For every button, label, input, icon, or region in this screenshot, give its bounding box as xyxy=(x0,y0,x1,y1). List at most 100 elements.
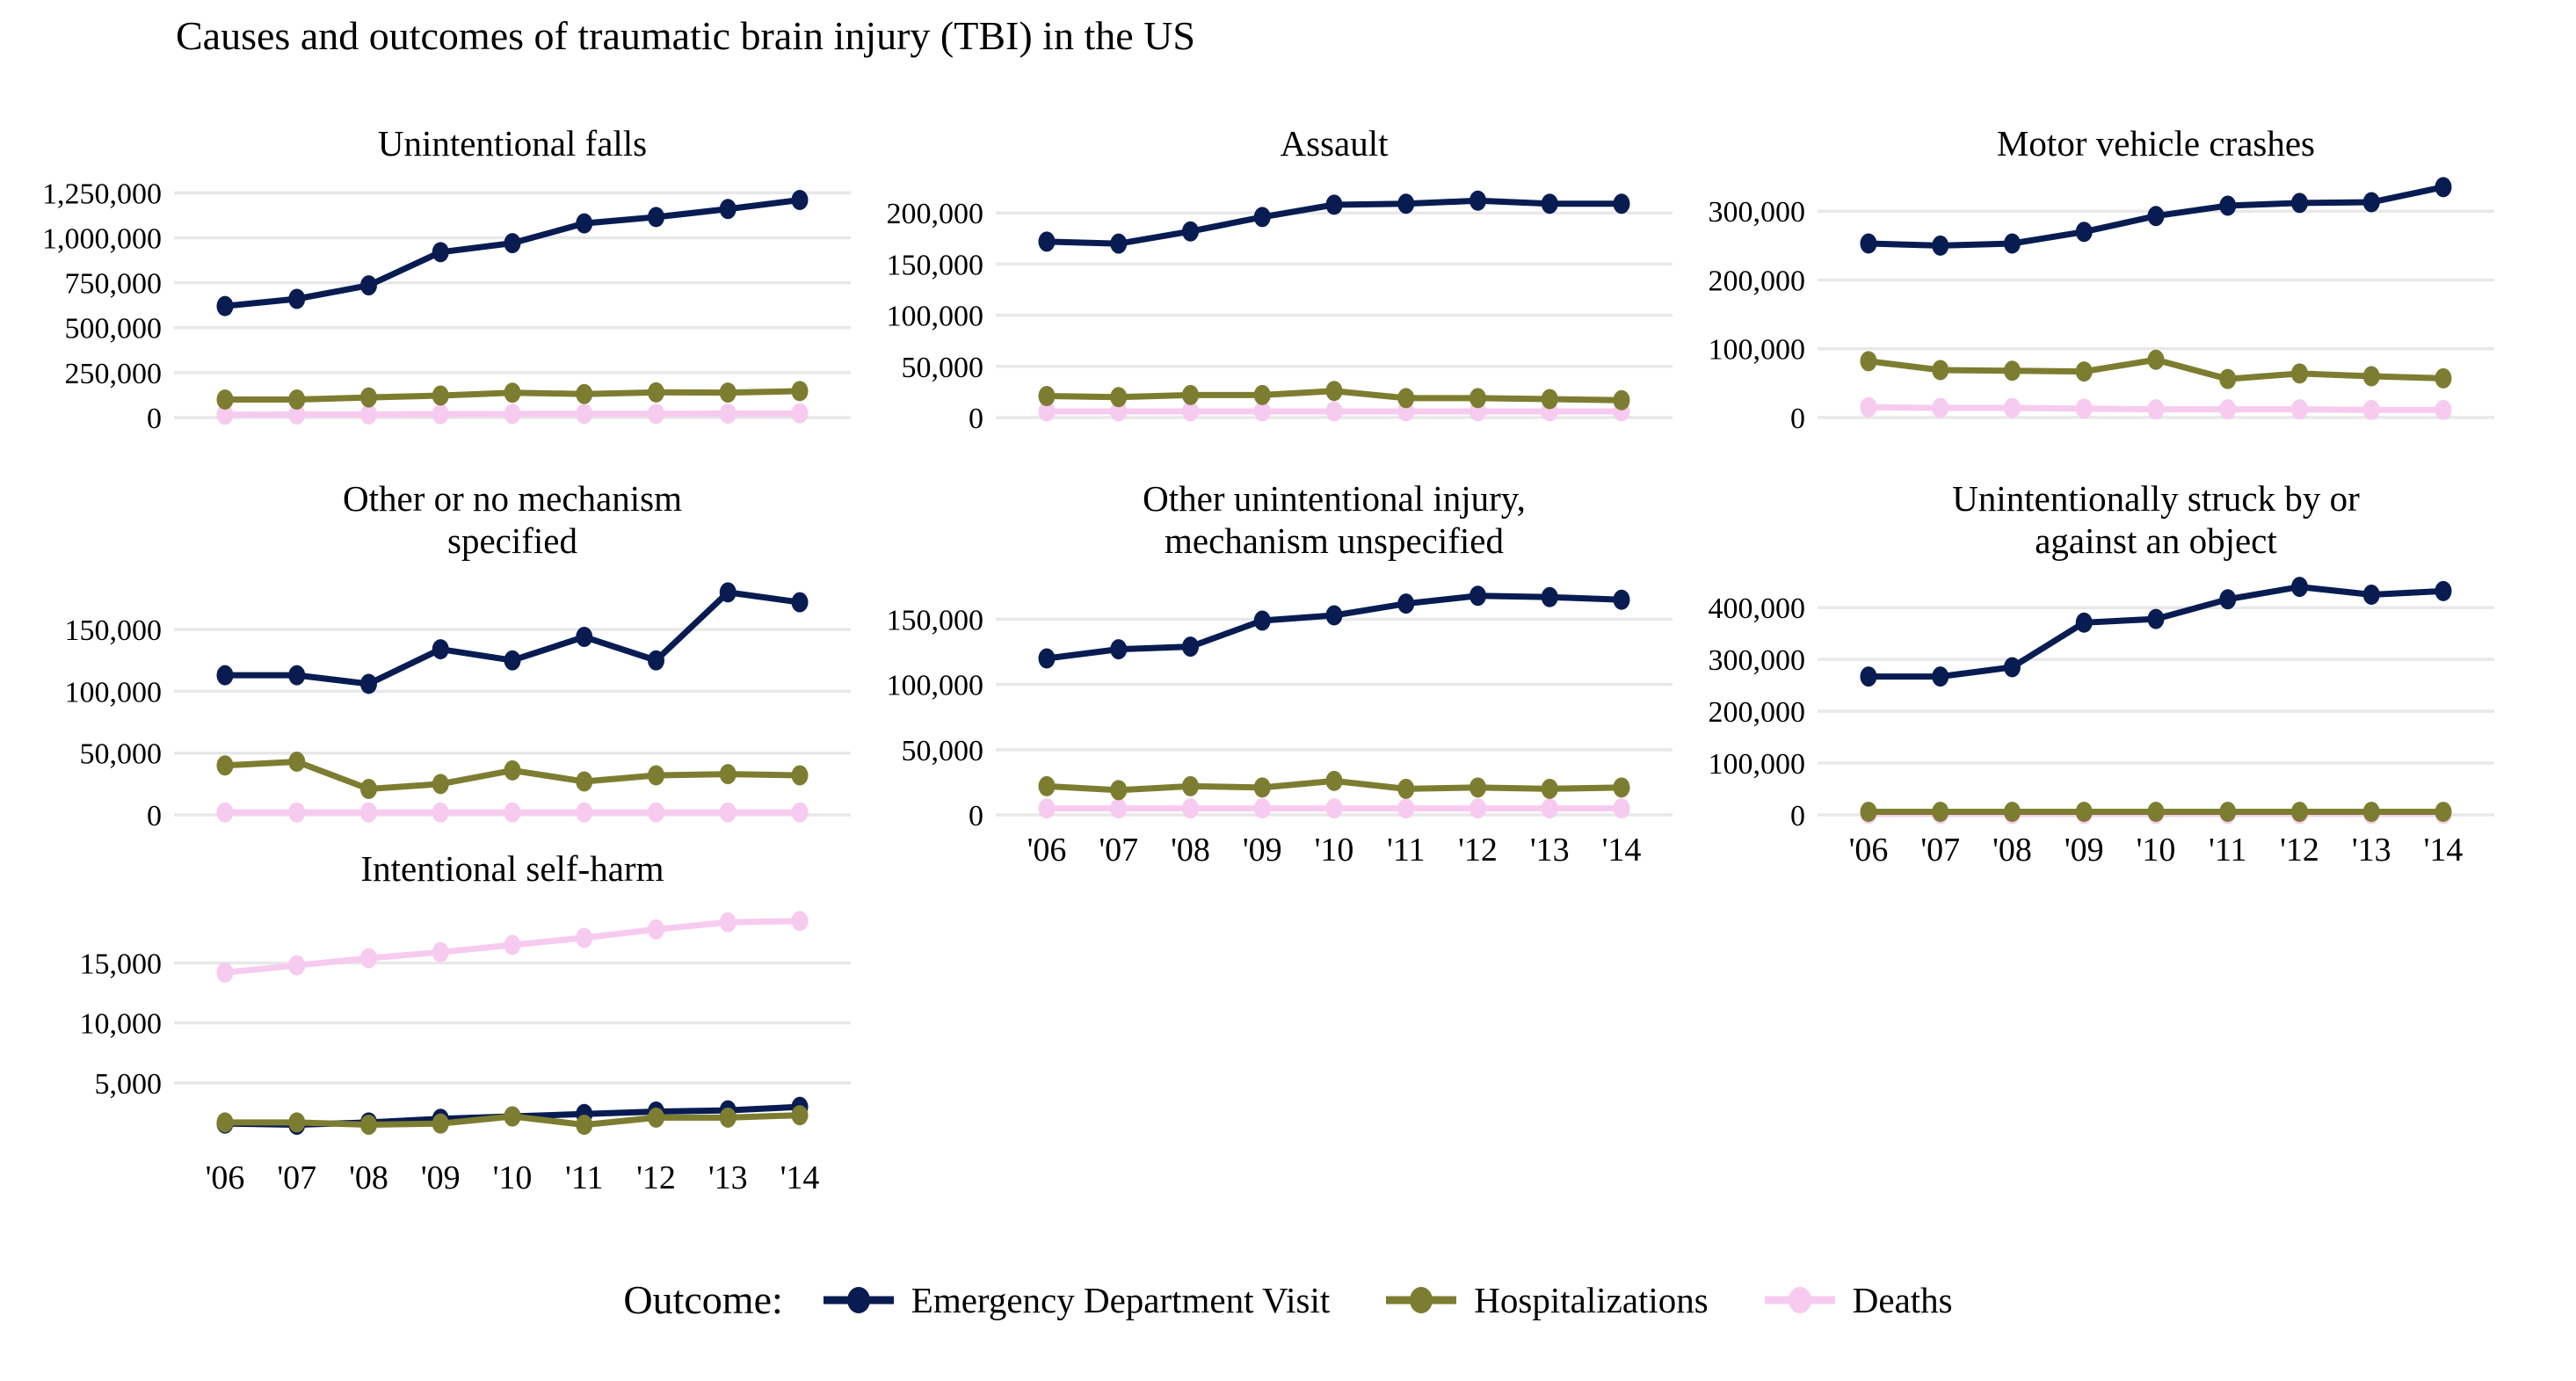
panel-title: against an object xyxy=(2035,520,2277,561)
legend-title: Outcome: xyxy=(623,1277,783,1322)
x-tick-label: '09 xyxy=(2064,832,2104,869)
y-tick-label: 50,000 xyxy=(80,738,163,771)
data-point-deaths-07 xyxy=(1110,798,1128,819)
x-tick-label: '07 xyxy=(277,1159,316,1196)
legend-item-deaths: Deaths xyxy=(1763,1279,1953,1321)
data-point-hospitalizations-12 xyxy=(648,765,664,786)
x-tick-label: '14 xyxy=(780,1159,820,1196)
panel-other-unintentional-injury-mechanism-unspecified: Other unintentional injury, mechanism uns… xyxy=(855,479,1673,873)
y-tick-label: 0 xyxy=(1790,403,1805,435)
data-point-hospitalizations-14 xyxy=(791,765,809,786)
data-point-hospitalizations-13 xyxy=(1541,389,1558,410)
x-tick-label: '13 xyxy=(2352,832,2391,869)
data-point-emergency-department-visit-08 xyxy=(360,673,377,694)
data-point-hospitalizations-08 xyxy=(360,1115,377,1136)
data-point-hospitalizations-09 xyxy=(1253,777,1271,798)
panel-title: Unintentionally struck by or xyxy=(1952,479,2360,519)
y-tick-label: 200,000 xyxy=(1709,265,1806,297)
y-tick-label: 1,250,000 xyxy=(42,178,162,210)
data-point-hospitalizations-08 xyxy=(1182,384,1199,405)
data-point-deaths-13 xyxy=(1541,798,1558,819)
data-point-emergency-department-visit-13 xyxy=(1541,586,1558,607)
data-point-deaths-10 xyxy=(2147,399,2165,420)
data-point-deaths-14 xyxy=(791,403,809,424)
legend-key-deaths-icon xyxy=(1764,1286,1835,1313)
x-tick-label: '10 xyxy=(2137,832,2176,869)
series-line-emergency-department-visit xyxy=(1869,584,2444,680)
data-point-hospitalizations-14 xyxy=(791,1105,809,1126)
legend: Outcome: Emergency Department Visit Hosp… xyxy=(0,1276,2576,1323)
x-tick-label: '11 xyxy=(1387,832,1425,869)
panel-unintentionally-struck-by-or-against-an-object: Unintentionally struck by or against an o… xyxy=(1677,479,2494,873)
data-point-hospitalizations-12 xyxy=(648,1107,664,1128)
legend-label-hospitalizations: Hospitalizations xyxy=(1474,1279,1709,1320)
data-point-emergency-department-visit-14 xyxy=(1613,589,1630,610)
data-point-deaths-13 xyxy=(719,802,737,823)
y-tick-label: 250,000 xyxy=(65,358,163,390)
data-point-hospitalizations-13 xyxy=(719,382,737,403)
data-point-emergency-department-visit-10 xyxy=(1325,194,1343,215)
data-point-deaths-11 xyxy=(576,927,593,949)
data-point-hospitalizations-09 xyxy=(2075,361,2093,382)
y-tick-label: 100,000 xyxy=(887,670,984,702)
data-point-emergency-department-visit-10 xyxy=(504,650,521,671)
legend-item-emergency-department-visit: Emergency Department Visit xyxy=(822,1279,1330,1321)
data-point-deaths-08 xyxy=(2004,397,2021,418)
x-tick-label: '11 xyxy=(565,1159,603,1196)
data-point-emergency-department-visit-08 xyxy=(360,275,377,296)
data-point-hospitalizations-06 xyxy=(216,389,234,411)
x-tick-label: '10 xyxy=(1315,832,1354,869)
y-tick-label: 100,000 xyxy=(887,301,984,333)
data-point-hospitalizations-10 xyxy=(1325,770,1343,791)
data-point-deaths-12 xyxy=(648,802,664,823)
data-point-deaths-06 xyxy=(1038,798,1056,819)
data-point-emergency-department-visit-06 xyxy=(216,665,234,686)
data-point-deaths-09 xyxy=(432,403,449,425)
x-tick-label: '12 xyxy=(1458,832,1498,869)
data-point-deaths-07 xyxy=(1932,397,1949,418)
x-tick-label: '13 xyxy=(708,1159,748,1196)
data-point-deaths-10 xyxy=(1325,798,1343,819)
data-point-hospitalizations-10 xyxy=(504,382,521,403)
x-tick-label: '13 xyxy=(1530,832,1570,869)
data-point-hospitalizations-14 xyxy=(791,381,809,402)
data-point-hospitalizations-06 xyxy=(216,1112,234,1133)
data-point-emergency-department-visit-09 xyxy=(1253,610,1271,631)
data-point-emergency-department-visit-12 xyxy=(648,207,664,228)
data-point-hospitalizations-13 xyxy=(1541,778,1558,799)
data-point-hospitalizations-09 xyxy=(432,1113,449,1134)
data-point-emergency-department-visit-09 xyxy=(1253,207,1271,228)
data-point-deaths-14 xyxy=(1613,798,1630,819)
x-tick-label: '14 xyxy=(1602,832,1642,869)
data-point-emergency-department-visit-14 xyxy=(791,592,809,613)
data-point-hospitalizations-08 xyxy=(360,778,377,799)
data-point-emergency-department-visit-08 xyxy=(2004,233,2021,254)
data-point-hospitalizations-08 xyxy=(2004,801,2021,822)
data-point-deaths-10 xyxy=(1325,401,1343,422)
data-point-hospitalizations-09 xyxy=(2075,801,2093,822)
panel-title: Unintentional falls xyxy=(378,123,647,164)
data-point-emergency-department-visit-08 xyxy=(1182,221,1199,242)
data-point-deaths-07 xyxy=(288,404,306,425)
data-point-emergency-department-visit-14 xyxy=(791,190,809,210)
y-tick-label: 0 xyxy=(147,800,162,832)
data-point-emergency-department-visit-13 xyxy=(2362,584,2380,605)
data-point-deaths-08 xyxy=(360,403,377,425)
panel-title: specified xyxy=(447,520,577,561)
data-point-emergency-department-visit-07 xyxy=(288,665,306,686)
data-point-emergency-department-visit-08 xyxy=(1182,636,1199,658)
data-point-deaths-07 xyxy=(288,802,306,823)
data-point-emergency-department-visit-06 xyxy=(216,295,234,316)
data-point-deaths-09 xyxy=(432,941,449,963)
data-point-deaths-12 xyxy=(2291,399,2308,420)
data-point-emergency-department-visit-13 xyxy=(1541,193,1558,214)
data-point-deaths-06 xyxy=(216,802,234,823)
data-point-hospitalizations-12 xyxy=(1469,777,1486,798)
data-point-emergency-department-visit-10 xyxy=(2147,206,2165,227)
data-point-hospitalizations-10 xyxy=(2147,349,2165,370)
y-tick-label: 200,000 xyxy=(887,198,984,230)
series-line-emergency-department-visit xyxy=(1046,592,1622,662)
data-point-emergency-department-visit-13 xyxy=(719,582,737,603)
data-point-hospitalizations-08 xyxy=(1182,775,1199,796)
